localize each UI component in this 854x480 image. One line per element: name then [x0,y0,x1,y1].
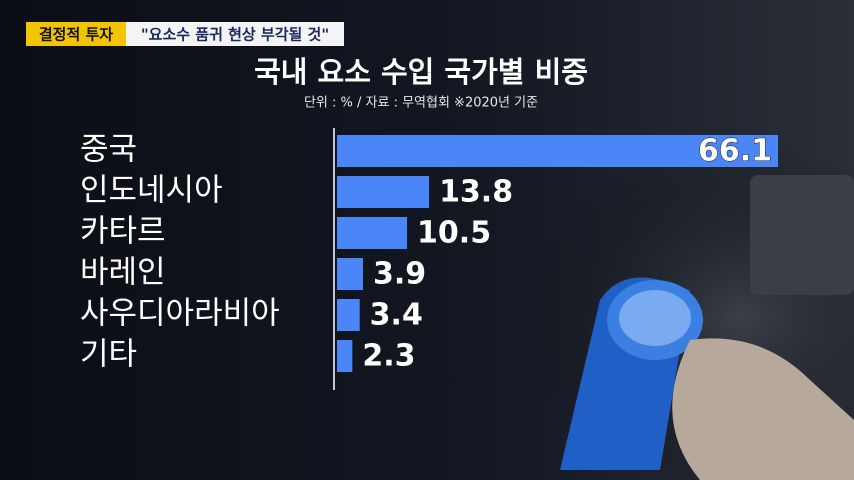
bar [337,258,364,290]
bar [337,340,353,372]
headline-box [126,22,344,46]
value-label: 13.8 [439,175,513,210]
tag-box [26,22,126,46]
bar [337,217,408,249]
category-label: 바레인 [80,255,166,291]
value-label: 3.4 [370,298,423,333]
value-label: 10.5 [417,216,491,251]
value-label: 3.9 [373,257,426,292]
category-label: 카타르 [80,214,166,250]
bar [337,135,778,167]
category-label: 기타 [80,337,137,373]
nozzle-label [619,290,691,346]
hand [672,338,854,480]
category-label: 인도네시아 [80,173,223,209]
headline: "요소수 품귀 현상 부각될 것" [141,26,329,44]
bar [337,299,360,331]
category-label: 사우디아라비아 [80,296,280,332]
category-label: 중국 [80,132,137,168]
value-label: 2.3 [362,339,415,374]
fuel-door [750,175,854,295]
bar [337,176,430,208]
value-label: 66.1 [698,134,772,169]
chart-title: 국내 요소 수입 국가별 비중 [254,55,588,89]
tag: 결정적 투자 [39,26,113,44]
chart-subtitle: 단위 : % / 자료 : 무역협회 ※2020년 기준 [304,96,538,111]
